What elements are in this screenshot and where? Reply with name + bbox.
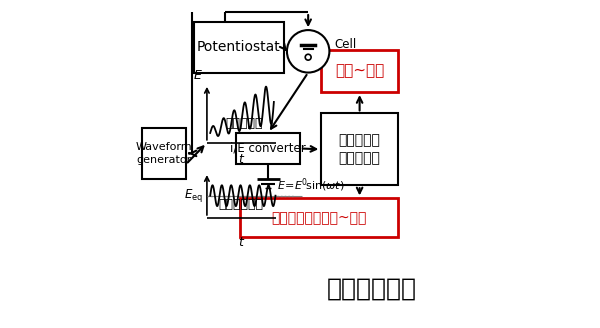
Text: $E_{\rm eq}$: $E_{\rm eq}$ (184, 187, 203, 204)
Circle shape (287, 30, 329, 72)
FancyBboxPatch shape (239, 198, 398, 237)
Text: $E\!=\!E^0\!\sin(\omega t)$: $E\!=\!E^0\!\sin(\omega t)$ (277, 176, 345, 194)
Text: 锁相放大器
频谱分析仪: 锁相放大器 频谱分析仪 (338, 133, 380, 166)
Text: 阻抗测量技术: 阻抗测量技术 (327, 276, 417, 300)
Text: $t$: $t$ (238, 236, 245, 249)
Text: $t$: $t$ (238, 153, 245, 166)
FancyBboxPatch shape (194, 22, 284, 72)
Text: 阻抗模量、相位角~频率: 阻抗模量、相位角~频率 (271, 211, 367, 225)
Text: i/E converter: i/E converter (230, 142, 306, 155)
Text: Waveform
generator: Waveform generator (136, 142, 192, 165)
FancyBboxPatch shape (236, 133, 300, 164)
Text: 交流伏安法: 交流伏安法 (226, 117, 263, 130)
Text: Cell: Cell (334, 38, 356, 51)
Text: $E$: $E$ (193, 69, 203, 82)
Text: 阻抗~频率: 阻抗~频率 (335, 63, 384, 78)
Circle shape (305, 54, 311, 60)
FancyBboxPatch shape (321, 113, 398, 185)
FancyBboxPatch shape (142, 128, 185, 179)
Text: Potentiostat: Potentiostat (197, 40, 281, 54)
FancyBboxPatch shape (321, 50, 398, 92)
Text: 电化学阻抗法: 电化学阻抗法 (219, 198, 264, 211)
